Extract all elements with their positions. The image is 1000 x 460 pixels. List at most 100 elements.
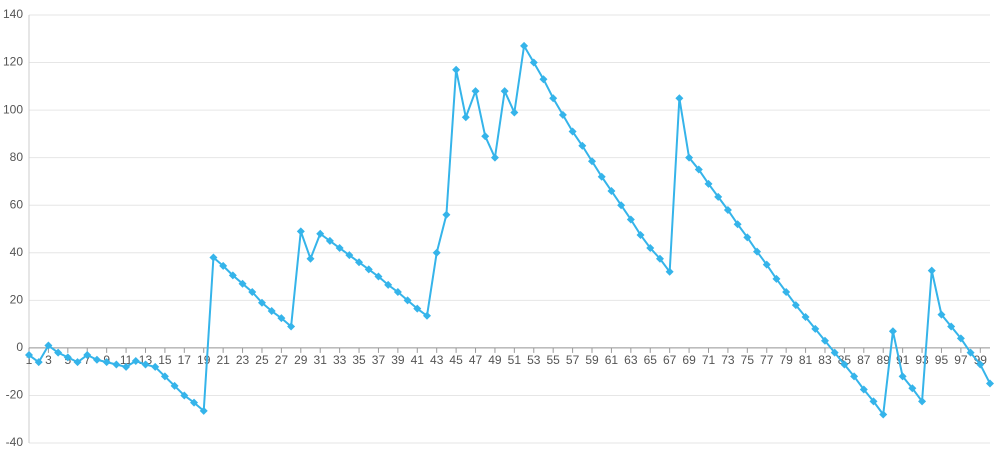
x-tick-label: 17 xyxy=(178,353,192,367)
marker xyxy=(617,201,626,210)
marker xyxy=(422,311,431,320)
marker xyxy=(92,355,101,364)
x-tick-label: 65 xyxy=(644,353,658,367)
marker xyxy=(830,348,839,357)
marker xyxy=(636,230,645,239)
marker xyxy=(655,254,664,263)
marker xyxy=(723,205,732,214)
marker xyxy=(694,165,703,174)
line xyxy=(28,44,991,416)
marker xyxy=(432,248,441,257)
marker xyxy=(190,398,199,407)
marker xyxy=(83,351,92,360)
x-tick-label: 79 xyxy=(779,353,793,367)
marker xyxy=(112,360,121,369)
x-tick-label: 83 xyxy=(818,353,832,367)
x-tick-label: 35 xyxy=(352,353,366,367)
marker xyxy=(452,65,461,74)
x-tick-label: 47 xyxy=(469,353,483,367)
marker xyxy=(558,110,567,119)
marker xyxy=(73,358,82,367)
marker xyxy=(539,75,548,84)
marker xyxy=(141,360,150,369)
marker xyxy=(753,247,762,256)
marker xyxy=(704,179,713,188)
marker xyxy=(102,358,111,367)
marker xyxy=(937,310,946,319)
x-tick-label: 67 xyxy=(663,353,677,367)
x-tick-label: 63 xyxy=(624,353,638,367)
marker xyxy=(811,324,820,333)
marker xyxy=(733,220,742,229)
x-tick-label: 15 xyxy=(158,353,172,367)
x-tick-label: 25 xyxy=(255,353,269,367)
x-tick-label: 73 xyxy=(721,353,735,367)
marker xyxy=(122,362,131,371)
marker xyxy=(588,157,597,166)
marker xyxy=(355,258,364,267)
marker xyxy=(898,372,907,381)
marker xyxy=(325,236,334,245)
marker xyxy=(927,266,936,275)
marker xyxy=(219,261,228,270)
marker xyxy=(316,229,325,238)
x-tick-label: 61 xyxy=(605,353,619,367)
marker xyxy=(228,271,237,280)
x-tick-label: 51 xyxy=(508,353,522,367)
marker xyxy=(947,322,956,331)
marker xyxy=(840,360,849,369)
marker xyxy=(442,210,451,219)
y-tick-label: -20 xyxy=(6,388,24,402)
marker xyxy=(510,108,519,117)
marker xyxy=(879,410,888,419)
marker xyxy=(44,341,53,350)
marker xyxy=(34,358,43,367)
marker xyxy=(549,94,558,103)
marker xyxy=(335,244,344,253)
marker xyxy=(267,307,276,316)
marker xyxy=(597,172,606,181)
marker xyxy=(956,334,965,343)
marker xyxy=(25,351,33,360)
marker xyxy=(296,227,305,236)
marker xyxy=(500,87,509,96)
marker xyxy=(665,267,674,276)
marker xyxy=(364,265,373,274)
marker xyxy=(160,372,169,381)
marker xyxy=(209,253,218,262)
x-tick-label: 33 xyxy=(333,353,347,367)
marker xyxy=(762,260,771,269)
marker xyxy=(306,254,315,263)
marker xyxy=(257,298,266,307)
marker xyxy=(374,272,383,281)
x-tick-label: 59 xyxy=(585,353,599,367)
x-tick-label: 1 xyxy=(26,353,33,367)
x-tick-label: 11 xyxy=(120,353,133,367)
marker xyxy=(384,280,393,289)
marker xyxy=(277,314,286,323)
x-tick-label: 27 xyxy=(275,353,289,367)
x-tick-label: 19 xyxy=(197,353,211,367)
marker xyxy=(54,348,63,357)
x-tick-label: 89 xyxy=(877,353,891,367)
marker xyxy=(238,279,247,288)
marker xyxy=(782,288,791,297)
marker xyxy=(248,288,257,297)
x-tick-label: 49 xyxy=(488,353,502,367)
marker xyxy=(675,94,684,103)
x-tick-label: 41 xyxy=(411,353,425,367)
marker xyxy=(791,301,800,310)
marker xyxy=(403,296,412,305)
x-tick-label: 71 xyxy=(702,353,716,367)
marker xyxy=(287,322,296,331)
x-tick-label: 3 xyxy=(45,353,52,367)
x-tick-label: 85 xyxy=(838,353,852,367)
x-tick-label: 31 xyxy=(314,353,328,367)
marker xyxy=(908,384,917,393)
x-tick-label: 93 xyxy=(915,353,929,367)
marker xyxy=(170,381,179,390)
x-tick-label: 7 xyxy=(84,353,91,367)
marker xyxy=(685,153,694,162)
marker xyxy=(743,233,752,242)
